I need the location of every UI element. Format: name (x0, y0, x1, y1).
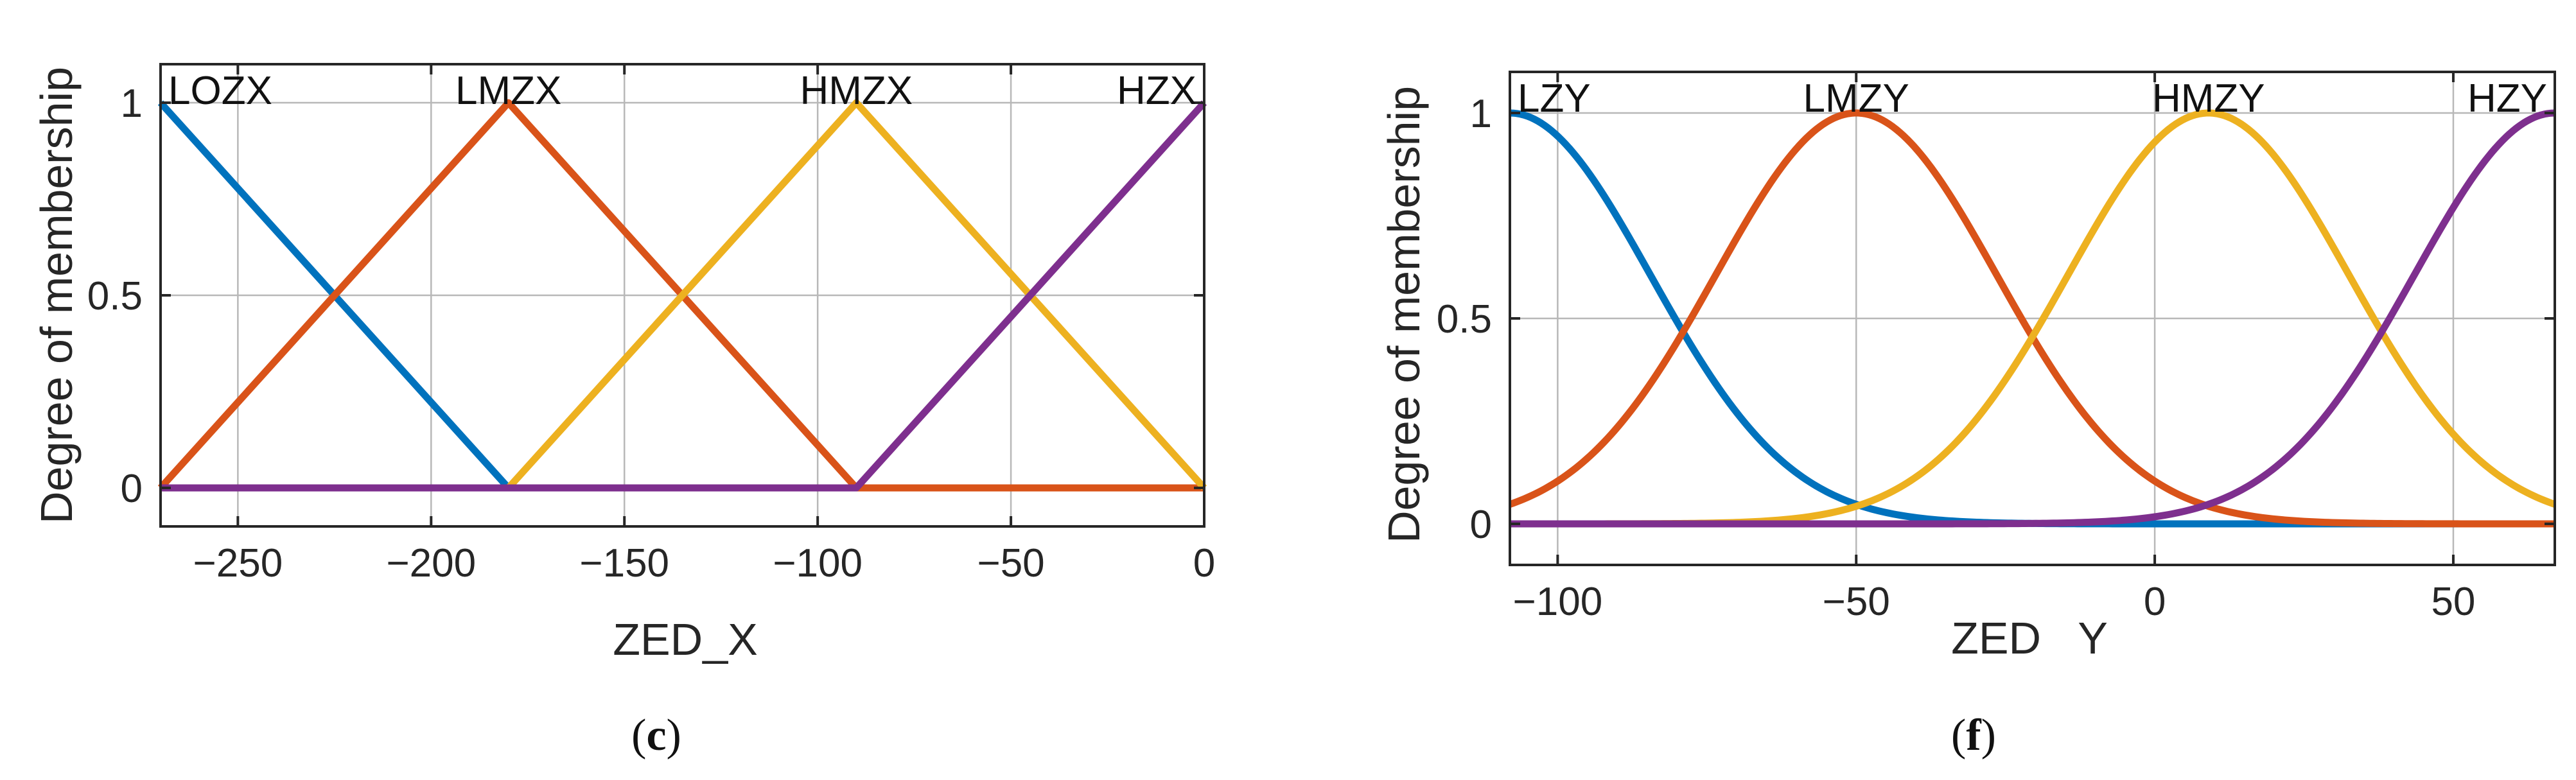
y-tick-label: 0 (1470, 503, 1492, 547)
mf-label-hzy: HZY (2467, 76, 2547, 121)
series-line-hzx (161, 100, 1207, 492)
chart-panel-c: −250 −200 −150 −100 −50 0 0 0.5 1 LOZX LMZX HMZX HZ… (31, 63, 1215, 760)
x-axis-label: ZED_X (613, 614, 758, 664)
x-tick-label: −250 (193, 541, 283, 585)
y-tick-label: 0.5 (87, 274, 143, 318)
mf-label-lozx: LOZX (168, 69, 272, 113)
y-axis-label: Degree of membership (1379, 86, 1429, 543)
series-line-hzy (1509, 109, 2555, 528)
x-tick-label: −50 (1823, 580, 1890, 624)
ticks-f: −100 −50 0 50 0 0.5 1 (1437, 72, 2555, 624)
series-group-f (1509, 109, 2556, 528)
panel-letter-c: c (646, 711, 666, 760)
y-tick-label: 0 (121, 467, 143, 511)
y-tick-label: 0.5 (1437, 297, 1492, 342)
x-tick-label: −100 (1513, 580, 1603, 624)
y-tick-label: 1 (1470, 92, 1492, 136)
mf-labels-c: LOZX LMZX HMZX HZX (168, 69, 1196, 113)
panel-letter-f: f (1966, 711, 1981, 760)
y-axis-label: Degree of membership (31, 67, 82, 524)
x-tick-label: 50 (2431, 580, 2475, 624)
mf-label-hzx: HZX (1117, 69, 1196, 113)
mf-label-lmzx: LMZX (455, 69, 561, 113)
panel-label-f: (f) (1951, 711, 1996, 760)
series-group-c (157, 99, 1207, 492)
x-axis-label: ZED Y (1951, 613, 2108, 663)
mf-label-lzy: LZY (1518, 76, 1591, 121)
mf-label-lmzy: LMZY (1803, 76, 1909, 121)
mf-label-hmzx: HMZX (800, 69, 913, 113)
mf-label-hmzy: HMZY (2152, 76, 2265, 121)
ticks-c: −250 −200 −150 −100 −50 0 0 0.5 1 (87, 64, 1215, 585)
mf-labels-f: LZY LMZY HMZY HZY (1518, 76, 2547, 121)
x-tick-label: −50 (977, 541, 1044, 585)
x-tick-label: 0 (1193, 541, 1215, 585)
panel-label-c: (c) (631, 711, 681, 760)
x-tick-label: −100 (773, 541, 863, 585)
y-tick-label: 1 (121, 82, 143, 126)
chart-panel-f: −100 −50 0 50 0 0.5 1 LZY LMZY HMZY HZY ZED Y Deg… (1379, 71, 2556, 760)
x-tick-label: −150 (579, 541, 669, 585)
x-tick-label: −200 (386, 541, 476, 585)
x-tick-label: 0 (2144, 580, 2166, 624)
